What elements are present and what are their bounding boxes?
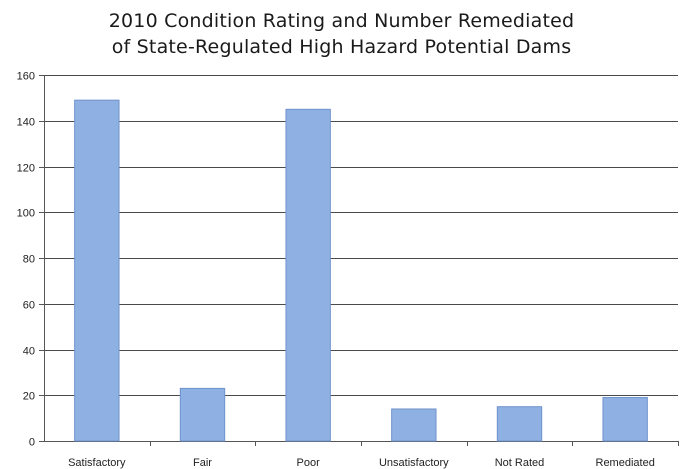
x-category-label: Remediated	[596, 457, 655, 469]
y-tick-label: 20	[23, 391, 35, 403]
y-tick-label: 160	[17, 71, 35, 83]
axes	[44, 75, 679, 446]
y-tick-label: 140	[17, 117, 35, 129]
bars	[74, 99, 648, 442]
y-tick-label: 100	[17, 208, 35, 220]
y-tick-label: 80	[23, 254, 35, 266]
bar-poor	[285, 108, 331, 442]
x-category-labels: Satisfactory Fair Poor Unsatisfactory Not Ra…	[68, 457, 655, 469]
bar-not-rated	[496, 406, 543, 442]
x-category-label: Fair	[193, 457, 212, 469]
y-tick-label: 60	[23, 300, 35, 312]
chart-title-line-2: of State-Regulated High Hazard Potential…	[111, 36, 572, 58]
y-tick-labels: 0 20 40 60 80 100 120 140 160	[17, 71, 35, 449]
bar-satisfactory	[74, 99, 120, 442]
x-category-label: Unsatisfactory	[379, 457, 449, 469]
chart-title-line-1: 2010 Condition Rating and Number Remedia…	[108, 10, 575, 32]
x-category-label: Satisfactory	[68, 457, 126, 469]
bar-unsatisfactory	[391, 408, 437, 442]
x-category-label: Not Rated	[495, 457, 545, 469]
y-tick-label: 0	[29, 437, 35, 449]
gridlines	[39, 75, 678, 442]
y-tick-label: 40	[23, 346, 35, 358]
y-tick-label: 120	[17, 163, 35, 175]
bar-remediated	[602, 397, 648, 442]
bar-fair	[179, 387, 226, 442]
chart-title: 2010 Condition Rating and Number Remedia…	[0, 8, 683, 60]
x-category-label: Poor	[297, 457, 321, 469]
